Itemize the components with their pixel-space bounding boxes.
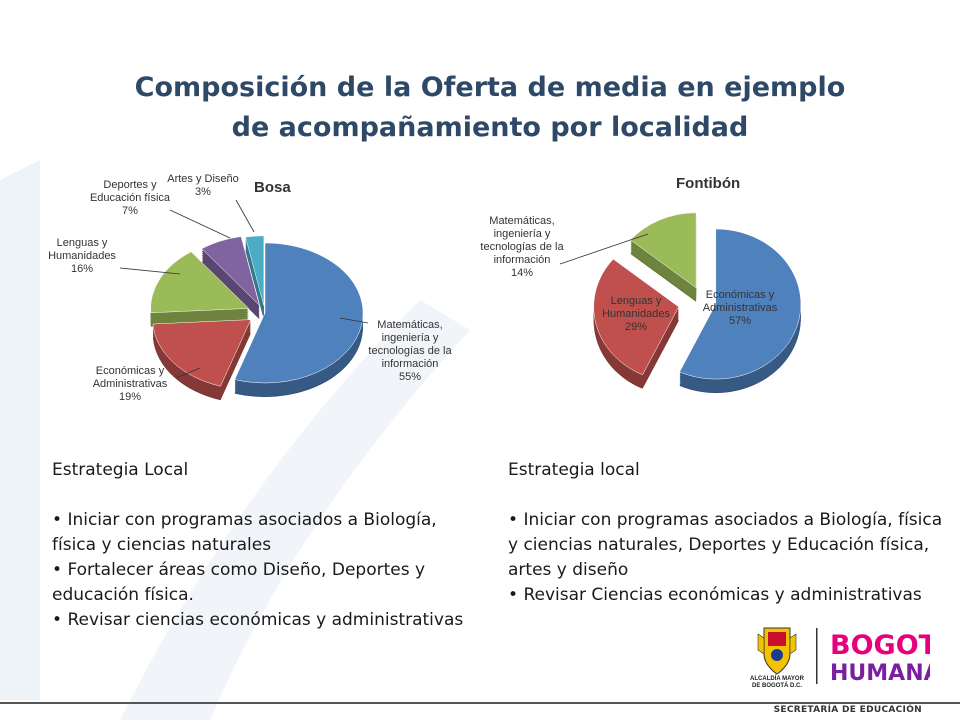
bosa-pie-chart: Bosa Matemáticas, ingeniería y tecnologías … — [40, 168, 460, 430]
bosa-data-label: Lenguas y Humanidades 16% — [48, 237, 116, 275]
bosa-data-label: Matemáticas, ingeniería y tecnologías de l… — [368, 319, 452, 383]
strategy-left-item: Fortalecer áreas como Diseño, Deportes y… — [52, 558, 472, 608]
bosa-pie-slices — [150, 235, 364, 387]
bosa-leader-line — [169, 209, 231, 239]
logo-svg: ALCALDÍA MAYOR DE BOGOTÁ D.C. BOGOTÁ HUM… — [750, 627, 956, 689]
bosa-leader-line — [175, 367, 201, 379]
strategy-left-item: Iniciar con programas asociados a Biolog… — [52, 508, 472, 558]
fontibon-pie-chart: Fontibón Económicas y Administrativas 57% Le… — [478, 168, 878, 430]
bosa-data-label: Económicas y Administrativas 19% — [93, 365, 168, 403]
title-line-1: Composición de la Oferta de media en eje… — [134, 72, 846, 103]
strategy-right-item: Iniciar con programas asociados a Biolog… — [508, 508, 948, 583]
bosa-slice-1 — [152, 319, 252, 387]
brand-line-1: BOGOTÁ — [830, 629, 930, 661]
bosa-leader-line — [119, 267, 181, 275]
bosa-chart-title: Bosa — [254, 179, 291, 196]
title-line-2: de acompañamiento por localidad — [231, 112, 749, 143]
strategy-left-list: Iniciar con programas asociados a Biolog… — [52, 508, 472, 633]
strategy-right: Estrategia local Iniciar con programas a… — [508, 458, 948, 608]
fontibon-slice-0 — [679, 228, 801, 380]
footer-label: SECRETARÍA DE EDUCACIÓN — [773, 705, 922, 715]
strategy-left-heading: Estrategia Local — [52, 460, 189, 480]
bosa-slice-4 — [245, 235, 265, 306]
fontibon-data-label: Matemáticas, ingeniería y tecnologías de l… — [480, 215, 564, 279]
fontibon-data-label: Lenguas y Humanidades 29% — [602, 295, 670, 333]
strategy-right-item: Revisar Ciencias económicas y administra… — [508, 583, 948, 608]
fontibon-pie-slices — [593, 212, 801, 380]
fontibon-leader-line — [559, 233, 649, 265]
fontibon-slice-1 — [593, 258, 680, 376]
strategy-left: Estrategia Local Iniciar con programas a… — [52, 458, 472, 633]
bosa-slice-3 — [201, 236, 260, 307]
alcaldia-line-2: DE BOGOTÁ D.C. — [752, 682, 802, 689]
fontibon-chart-title: Fontibón — [676, 175, 740, 192]
bosa-data-label: Deportes y Educación física 7% — [90, 179, 171, 217]
bosa-slice-2 — [150, 251, 250, 314]
bosa-leader-line — [235, 199, 255, 233]
page-title: Composición de la Oferta de media en eje… — [60, 68, 920, 148]
bosa-slice-0 — [234, 242, 364, 384]
bogota-humana-logo: ALCALDÍA MAYOR DE BOGOTÁ D.C. BOGOTÁ HUM… — [750, 624, 956, 690]
strategy-right-list: Iniciar con programas asociados a Biolog… — [508, 508, 948, 608]
strategy-left-item: Revisar ciencias económicas y administra… — [52, 608, 472, 633]
fontibon-pie-svg: Fontibón Económicas y Administrativas 57% Le… — [480, 175, 801, 394]
fontibon-data-label: Económicas y Administrativas 57% — [703, 289, 778, 327]
alcaldia-line-1: ALCALDÍA MAYOR — [750, 674, 805, 682]
fontibon-slice-2 — [630, 212, 697, 289]
strategy-right-heading: Estrategia local — [508, 460, 640, 480]
bosa-pie-svg: Bosa Matemáticas, ingeniería y tecnologías … — [48, 173, 452, 403]
brand-line-2: HUMANA — [830, 661, 930, 686]
coat-of-arms-icon — [757, 627, 797, 675]
bosa-data-label: Artes y Diseño 3% — [167, 173, 239, 198]
footer-divider — [0, 702, 960, 704]
bosa-leader-line — [339, 317, 369, 324]
